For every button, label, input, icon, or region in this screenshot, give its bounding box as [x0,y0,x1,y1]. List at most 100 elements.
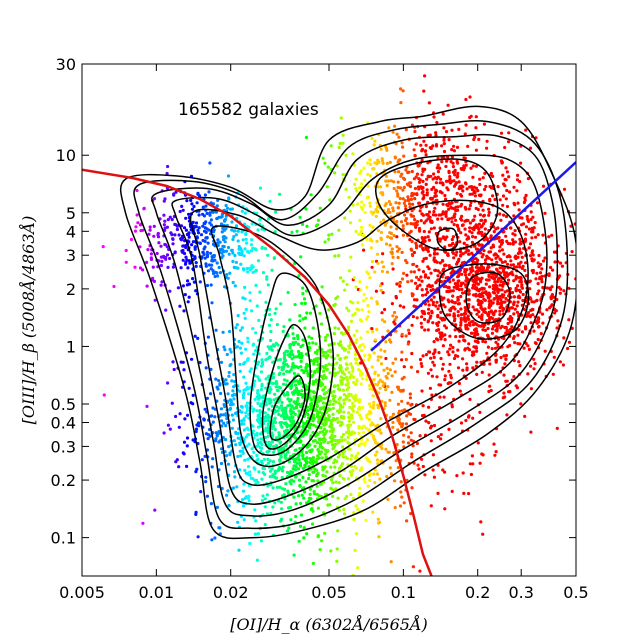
scatter-point [507,309,511,313]
scatter-point [503,184,507,188]
scatter-point [251,424,255,428]
scatter-point [227,445,231,449]
scatter-point [229,207,233,211]
scatter-point [475,372,479,376]
scatter-point [179,266,183,270]
scatter-point [557,285,561,289]
scatter-point [292,336,296,341]
scatter-point [477,243,481,247]
scatter-point [236,520,240,524]
scatter-point [363,178,367,182]
scatter-point [243,316,247,320]
scatter-point [249,249,253,253]
scatter-point [474,126,478,130]
scatter-point [358,486,362,490]
scatter-point [170,217,174,222]
scatter-point [295,387,299,391]
scatter-point [518,342,522,346]
scatter-point [379,237,384,241]
scatter-point [376,355,380,359]
scatter-point [323,366,327,370]
scatter-point [196,231,201,235]
scatter-point [400,350,404,354]
scatter-point [193,334,197,338]
scatter-point [396,180,400,184]
scatter-point [245,266,249,271]
scatter-point [498,245,502,249]
scatter-point [479,520,483,524]
scatter-point [274,307,278,311]
scatter-point [268,391,272,395]
scatter-point [549,265,553,270]
scatter-point [209,267,213,271]
scatter-point [293,458,297,463]
scatter-point [327,362,331,366]
scatter-point [442,138,446,142]
scatter-point [213,415,217,419]
scatter-point [518,249,522,254]
scatter-point [312,470,316,474]
scatter-point [452,356,457,361]
scatter-point [329,465,333,469]
scatter-point [260,358,264,362]
scatter-point [186,413,190,417]
scatter-point [358,171,362,175]
scatter-point [402,305,406,309]
scatter-point [449,289,453,293]
scatter-point [413,129,417,134]
scatter-point [377,520,382,525]
scatter-point [380,260,384,264]
scatter-point [423,149,427,153]
scatter-point [369,210,373,214]
scatter-point [475,360,479,364]
scatter-point [517,262,521,266]
scatter-point [426,276,430,280]
scatter-point [516,173,520,177]
scatter-point [333,434,337,438]
scatter-point [304,365,308,369]
scatter-point [256,401,260,405]
scatter-point [504,331,508,335]
scatter-point [322,466,326,470]
scatter-point [266,429,270,433]
scatter-point [409,438,413,442]
scatter-point [333,302,337,306]
scatter-point [302,486,306,490]
scatter-point [561,363,566,367]
scatter-point [452,214,456,218]
scatter-point [459,307,463,311]
scatter-point [408,184,413,189]
scatter-point [382,265,386,269]
scatter-point [426,133,430,138]
scatter-point [391,314,395,318]
scatter-point [203,256,207,260]
scatter-point [141,521,145,525]
scatter-point [429,424,434,428]
scatter-point [432,475,436,479]
scatter-point [255,558,259,562]
scatter-point [406,441,411,445]
scatter-point [274,341,278,345]
scatter-point [334,371,338,375]
scatter-point [443,324,447,328]
scatter-point [370,365,374,369]
scatter-point [388,243,392,247]
scatter-point [242,482,246,486]
scatter-point [421,354,425,358]
scatter-point [496,302,500,306]
scatter-point [402,154,406,158]
scatter-point [263,472,267,476]
scatter-point [219,391,223,396]
scatter-point [339,375,343,379]
scatter-point [353,312,357,316]
scatter-point [511,273,515,277]
scatter-point [440,334,444,338]
scatter-point [500,260,505,264]
scatter-point [368,237,373,241]
scatter-point [491,174,495,178]
scatter-point [244,404,248,408]
scatter-point [446,350,450,354]
scatter-point [432,295,436,299]
scatter-point [266,434,270,438]
scatter-point [408,412,413,416]
